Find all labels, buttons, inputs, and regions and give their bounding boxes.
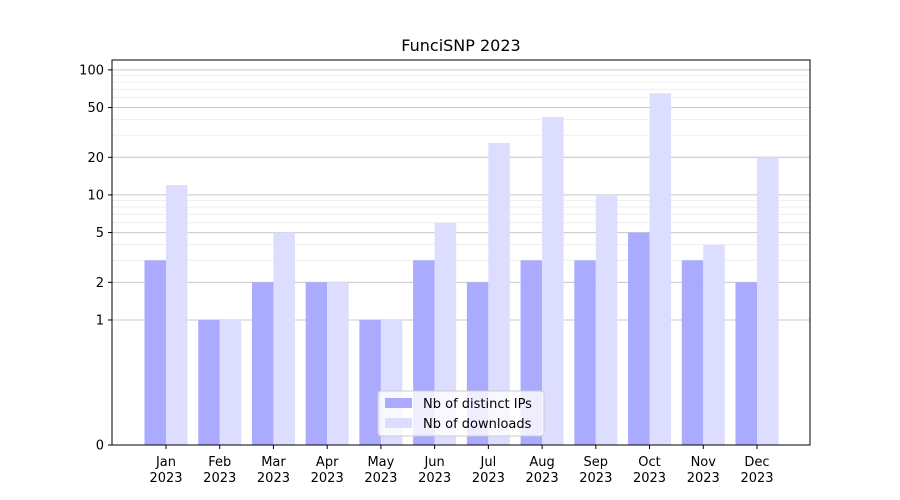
bar-distinct-ips bbox=[144, 260, 166, 445]
legend-swatch bbox=[385, 398, 412, 408]
bar-distinct-ips bbox=[628, 232, 650, 445]
legend-label: Nb of distinct IPs bbox=[423, 397, 532, 412]
bar-downloads bbox=[595, 194, 618, 445]
bar-distinct-ips bbox=[359, 319, 381, 445]
bar-downloads bbox=[757, 157, 779, 445]
bar-distinct-ips bbox=[305, 282, 328, 445]
bar-distinct-ips bbox=[681, 260, 704, 445]
legend-box bbox=[377, 390, 545, 437]
chart-title: FunciSNP 2023 bbox=[401, 36, 520, 55]
bar-distinct-ips bbox=[198, 319, 220, 445]
x-tick-label: Aug 2023 bbox=[526, 455, 559, 486]
bar-downloads bbox=[327, 282, 349, 445]
y-tick-label: 20 bbox=[87, 151, 104, 166]
bar-downloads bbox=[542, 117, 564, 445]
y-tick-label: 2 bbox=[96, 276, 104, 291]
y-tick-label: 0 bbox=[96, 439, 104, 454]
x-tick-label: Apr 2023 bbox=[311, 455, 344, 486]
x-tick-label: Oct 2023 bbox=[633, 455, 666, 486]
legend-label: Nb of downloads bbox=[423, 417, 532, 432]
x-tick-label: Jun 2023 bbox=[418, 455, 451, 486]
x-tick-label: Feb 2023 bbox=[203, 455, 236, 486]
bar-downloads bbox=[166, 185, 188, 445]
x-axis: Jan 2023 Feb 2023 Mar 2023 Apr 2023 May 2023 Jun 20… bbox=[149, 445, 774, 486]
bar-downloads bbox=[219, 319, 242, 445]
bar-downloads bbox=[649, 93, 672, 446]
bar-distinct-ips bbox=[251, 282, 274, 445]
bar-downloads bbox=[434, 222, 457, 445]
legend: Nb of distinct IPs Nb of downloads bbox=[377, 390, 545, 437]
y-tick-label: 100 bbox=[79, 63, 104, 78]
y-tick-label: 50 bbox=[87, 101, 104, 116]
bar-downloads bbox=[273, 232, 295, 445]
y-axis: 0 1 2 5 10 20 50 100 bbox=[79, 63, 112, 454]
x-tick-label: Jan 2023 bbox=[149, 455, 182, 486]
bar-downloads bbox=[703, 244, 725, 445]
y-tick-label: 10 bbox=[87, 188, 104, 203]
x-tick-label: Nov 2023 bbox=[687, 455, 720, 486]
x-tick-label: Jul 2023 bbox=[472, 455, 505, 486]
x-tick-label: Dec 2023 bbox=[740, 455, 773, 486]
legend-swatch bbox=[385, 418, 412, 428]
bar-distinct-ips bbox=[574, 260, 596, 445]
x-tick-label: Sep 2023 bbox=[579, 455, 612, 486]
bar-distinct-ips bbox=[735, 282, 757, 445]
bar-downloads bbox=[488, 143, 510, 445]
y-tick-label: 1 bbox=[96, 313, 104, 328]
grid-lines bbox=[112, 69, 810, 321]
x-tick-label: May 2023 bbox=[364, 455, 397, 486]
plot-frame bbox=[111, 59, 811, 446]
x-tick-label: Mar 2023 bbox=[257, 455, 290, 486]
y-tick-label: 5 bbox=[96, 226, 104, 241]
